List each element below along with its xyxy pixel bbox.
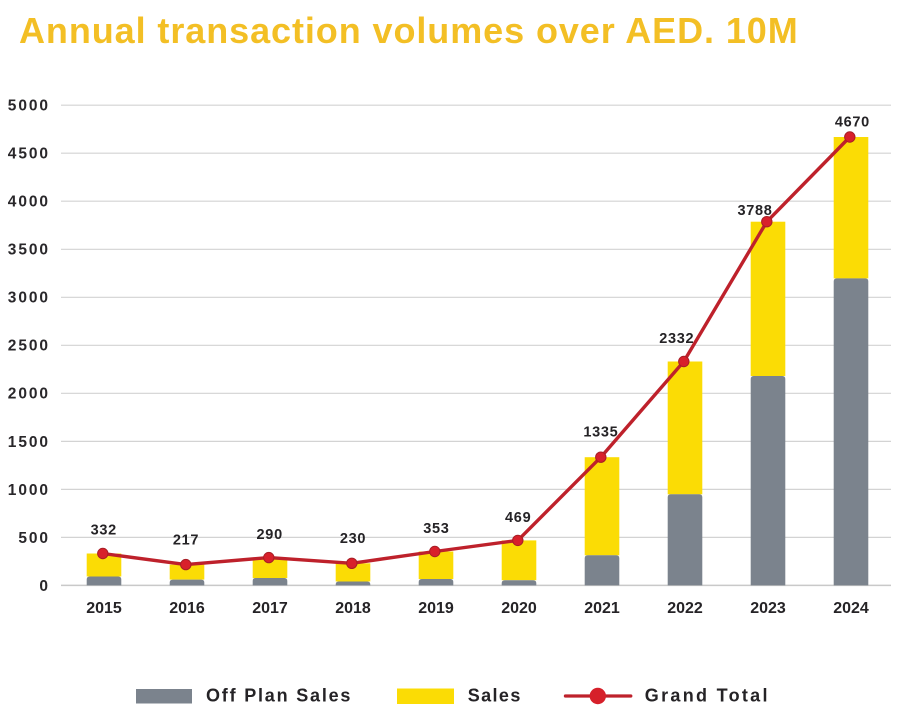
svg-text:332: 332 (91, 523, 117, 539)
svg-text:469: 469 (505, 510, 531, 526)
svg-text:4000: 4000 (8, 194, 50, 211)
svg-text:Off Plan Sales: Off Plan Sales (206, 686, 352, 706)
svg-text:500: 500 (18, 530, 50, 547)
svg-text:Sales: Sales (468, 686, 522, 706)
svg-text:2019: 2019 (418, 600, 454, 617)
svg-text:353: 353 (423, 521, 449, 537)
svg-text:0: 0 (39, 578, 50, 595)
svg-text:1000: 1000 (8, 482, 50, 499)
svg-text:1500: 1500 (8, 434, 50, 451)
svg-text:3000: 3000 (8, 290, 50, 307)
svg-text:2332: 2332 (659, 331, 694, 347)
svg-text:2021: 2021 (584, 600, 620, 617)
svg-text:230: 230 (340, 531, 366, 547)
svg-text:2023: 2023 (750, 600, 786, 617)
svg-text:2500: 2500 (8, 338, 50, 355)
svg-text:5000: 5000 (8, 98, 50, 115)
svg-text:4500: 4500 (8, 146, 50, 163)
svg-text:1335: 1335 (583, 424, 618, 440)
svg-text:2022: 2022 (667, 600, 703, 617)
svg-text:2016: 2016 (169, 600, 205, 617)
svg-text:2017: 2017 (252, 600, 288, 617)
svg-text:217: 217 (173, 533, 199, 549)
svg-text:4670: 4670 (835, 114, 870, 130)
svg-text:2015: 2015 (86, 600, 122, 617)
svg-text:2024: 2024 (833, 600, 869, 617)
svg-text:3788: 3788 (737, 203, 772, 219)
svg-text:2000: 2000 (8, 386, 50, 403)
svg-text:Grand Total: Grand Total (645, 686, 770, 706)
svg-text:2018: 2018 (335, 600, 371, 617)
svg-text:2020: 2020 (501, 600, 537, 617)
svg-text:290: 290 (257, 527, 283, 543)
svg-text:3500: 3500 (8, 242, 50, 259)
svg-text:Annual transaction volumes ove: Annual transaction volumes over AED. 10M (19, 10, 799, 51)
